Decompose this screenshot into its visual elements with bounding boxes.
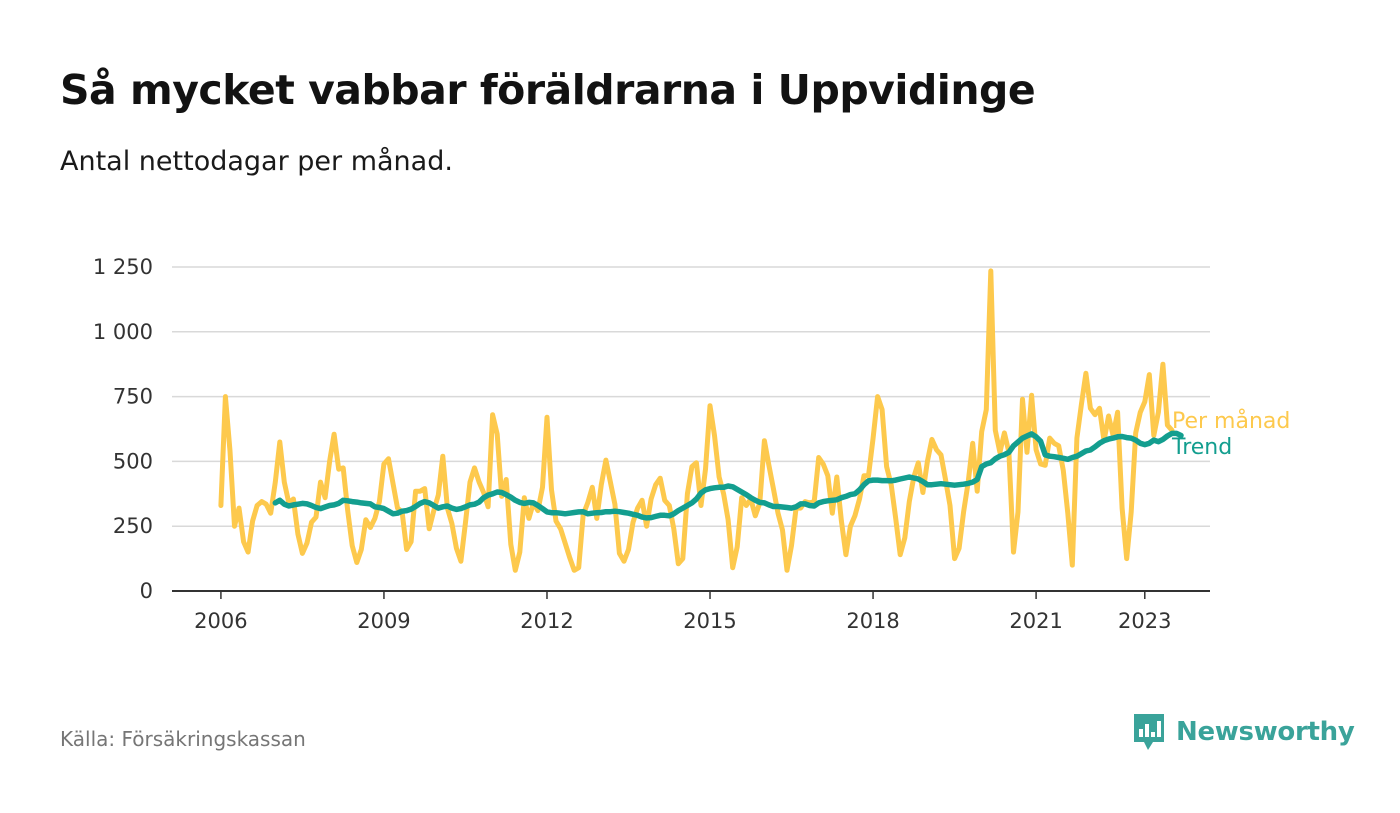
- source-note: Källa: Försäkringskassan: [60, 727, 306, 751]
- monthly-series-line: [218, 268, 1175, 573]
- y-tick-label: 0: [140, 579, 153, 603]
- x-axis-ticks: 2006 2009 2012 2015 2018 2021 2023: [172, 590, 1210, 633]
- x-tick-label: 2018: [846, 609, 899, 633]
- y-axis-ticks: 0 250 500 750 1 000 1 250: [93, 255, 153, 603]
- brand-name: Newsworthy: [1176, 717, 1355, 747]
- x-tick-label: 2006: [194, 609, 247, 633]
- y-tick-label: 500: [113, 449, 153, 473]
- bar-chart-icon: [1134, 714, 1164, 750]
- gridlines: [172, 266, 1210, 527]
- trend-series-line: [272, 430, 1184, 521]
- x-tick-label: 2015: [683, 609, 736, 633]
- x-tick-label: 2023: [1118, 609, 1171, 633]
- chart-subtitle: Antal nettodagar per månad.: [60, 146, 453, 177]
- y-tick-label: 1 250: [93, 255, 153, 279]
- legend-trend-label: Trend: [1171, 435, 1232, 460]
- y-tick-label: 1 000: [93, 320, 153, 344]
- y-tick-label: 750: [113, 385, 153, 409]
- newsworthy-logo[interactable]: Newsworthy: [1132, 712, 1355, 752]
- series-lines: [218, 268, 1184, 573]
- legend-monthly-label: Per månad: [1172, 408, 1290, 434]
- x-tick-label: 2009: [357, 609, 410, 633]
- y-tick-label: 250: [113, 514, 153, 538]
- chart-title: Så mycket vabbar föräldrarna i Uppviding…: [60, 66, 1036, 114]
- x-tick-label: 2012: [520, 609, 573, 633]
- x-tick-label: 2021: [1009, 609, 1062, 633]
